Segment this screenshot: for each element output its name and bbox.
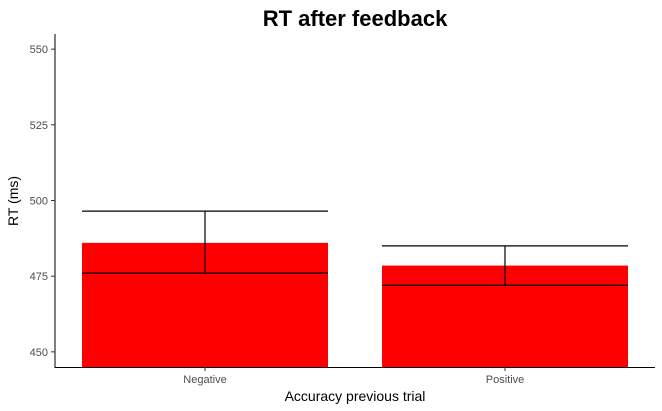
y-ticks-layer: 450 475 500 525 550 xyxy=(30,44,55,359)
chart-title: RT after feedback xyxy=(263,6,448,31)
error-bars-layer xyxy=(82,210,628,286)
x-tick-label: Negative xyxy=(183,374,226,386)
y-tick-label: 525 xyxy=(30,120,48,132)
y-tick-label: 550 xyxy=(30,44,48,56)
y-axis-label: RT (ms) xyxy=(5,176,21,226)
y-tick-label: 500 xyxy=(30,196,48,208)
error-bar-positive xyxy=(382,245,628,286)
x-axis-label: Accuracy previous trial xyxy=(285,388,426,404)
y-tick-label: 475 xyxy=(30,271,48,283)
x-tick-label: Positive xyxy=(486,374,525,386)
x-ticks-layer: Negative Positive xyxy=(183,367,524,386)
y-tick-label: 450 xyxy=(30,347,48,359)
bars-layer xyxy=(82,242,628,367)
error-bar-negative xyxy=(82,210,328,274)
